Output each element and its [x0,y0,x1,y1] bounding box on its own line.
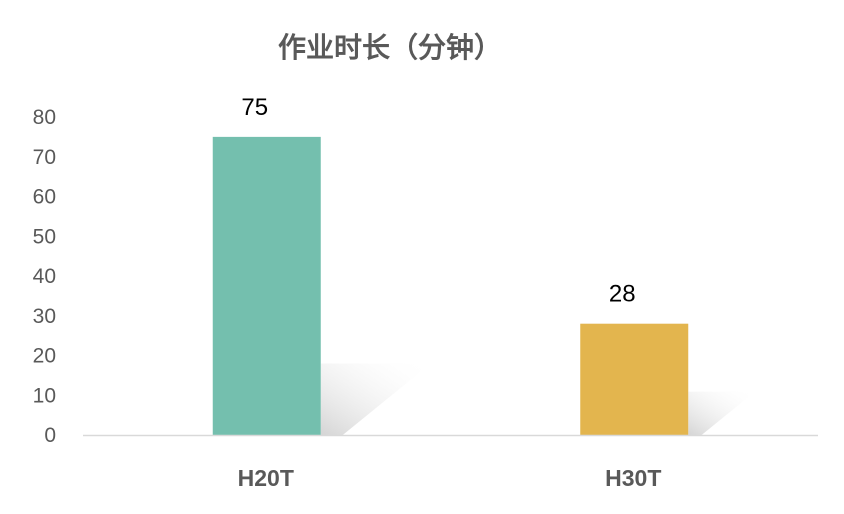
bar-h30t [580,323,689,435]
y-tick-label: 30 [33,305,56,328]
y-tick-label: 0 [44,424,56,447]
y-tick-label: 20 [33,345,56,368]
bar-shadow [688,391,756,435]
y-tick-label: 10 [33,384,56,407]
y-tick-label: 50 [33,225,56,248]
data-label: 75 [241,94,268,121]
y-axis: 0 10 20 30 40 50 60 70 80 [33,106,56,447]
bar-shadows [320,363,756,435]
x-axis: H20T H30T [238,465,662,491]
y-tick-label: 40 [33,265,56,288]
bar-shadow [320,363,431,435]
bar-h20t [212,136,321,435]
x-tick-label: H20T [238,465,294,491]
y-tick-label: 60 [33,186,56,209]
y-tick-label: 70 [33,146,56,169]
data-label: 28 [609,281,636,308]
y-tick-label: 80 [33,106,56,129]
bars: 75 28 [212,94,689,435]
chart-title: 作业时长（分钟） [278,31,502,63]
x-tick-label: H30T [605,465,661,491]
